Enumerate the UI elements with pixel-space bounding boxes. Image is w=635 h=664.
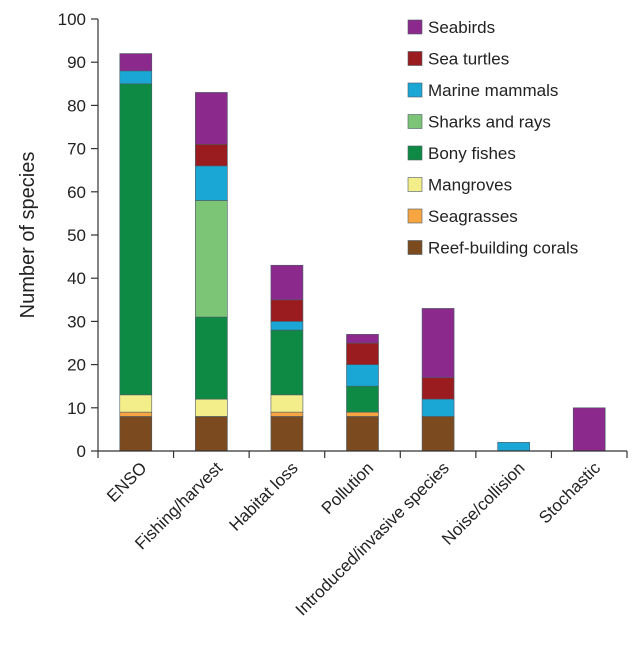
bar-segment [572, 407, 606, 452]
bar-segment [119, 411, 153, 417]
bar-segment [195, 200, 228, 318]
bar-segment [119, 83, 153, 396]
x-tick-label: Pollution [318, 458, 378, 518]
y-axis-label: Number of species [17, 152, 39, 319]
bar-segment [119, 416, 153, 452]
legend: Seabirds Sea turtles Marine mammals Sharks … [407, 18, 578, 258]
bar-segment [421, 377, 455, 400]
legend-label: Seabirds [428, 18, 495, 37]
bar-segment [195, 398, 228, 417]
bar-segment [421, 308, 455, 378]
legend-swatch [407, 114, 423, 129]
y-tick-label: 90 [67, 53, 86, 72]
legend-label: Marine mammals [428, 81, 558, 100]
y-tick-label: 10 [67, 399, 86, 418]
bar-segment [346, 342, 379, 365]
bar-segment [497, 442, 530, 452]
bar-segment [346, 411, 379, 417]
legend-swatch [407, 145, 423, 161]
y-tick-label: 80 [67, 96, 86, 115]
bar-segment [270, 321, 304, 331]
x-tick-label: ENSO [103, 458, 151, 506]
bar-segment [346, 334, 379, 344]
legend-label: Sea turtles [428, 50, 509, 69]
legend-label: Bony fishes [428, 144, 516, 163]
bar-segment [195, 143, 228, 167]
bar-segment [195, 416, 228, 452]
bar-segment [195, 92, 228, 145]
y-tick-label: 0 [77, 442, 86, 461]
bar-segment [270, 394, 304, 413]
legend-swatch [407, 19, 423, 35]
bar-segment [195, 165, 228, 201]
y-tick-label: 70 [67, 140, 86, 159]
bar-segment [195, 316, 228, 400]
bar-segment [346, 416, 379, 452]
y-tick-label: 60 [67, 183, 86, 202]
bar-segment [270, 416, 304, 452]
bar-segment [346, 385, 379, 413]
bar-segment [270, 329, 304, 396]
legend-swatch [407, 208, 423, 224]
bar-segment [119, 53, 153, 72]
bar-segment [421, 416, 455, 452]
bar-segment [346, 364, 379, 387]
bar-segment [119, 70, 153, 85]
legend-label: Reef-building corals [428, 239, 578, 258]
legend-label: Sharks and rays [428, 113, 551, 132]
y-tick-label: 30 [67, 312, 86, 331]
x-tick-label: Stochastic [535, 458, 604, 527]
y-tick-label: 50 [67, 226, 86, 245]
x-tick-label: Habitat loss [226, 458, 302, 534]
x-tick-label: Introduced/invasive species [292, 458, 453, 619]
bar-segment [421, 398, 455, 417]
bar-segment [270, 264, 304, 301]
bars [119, 53, 606, 452]
legend-label: Mangroves [428, 176, 512, 195]
bar-segment [270, 411, 304, 417]
legend-label: Seagrasses [428, 207, 518, 226]
legend-swatch [407, 240, 423, 255]
y-tick-label: 20 [67, 356, 86, 375]
legend-swatch [407, 82, 423, 98]
y-tick-label: 100 [58, 10, 86, 29]
legend-swatch [407, 51, 423, 66]
y-axis: 0 10 20 30 40 50 60 70 80 90 100 [58, 10, 99, 461]
bar-segment [270, 299, 304, 322]
legend-swatch [407, 177, 423, 192]
y-tick-label: 40 [67, 269, 86, 288]
bar-segment [119, 394, 153, 413]
